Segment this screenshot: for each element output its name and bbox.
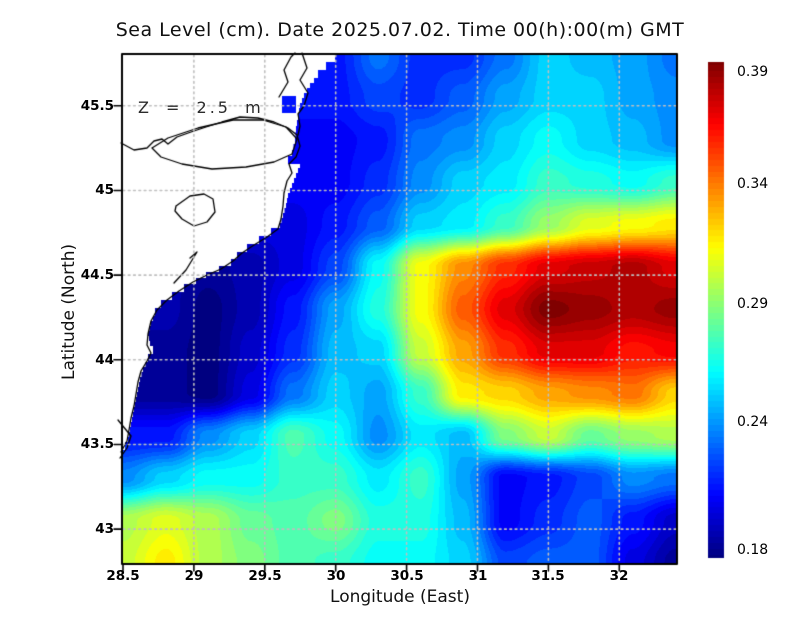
y-axis-label: Latitude (North): [59, 243, 79, 381]
y-tick-label: 43.5: [80, 436, 114, 452]
y-tick-label: 44: [95, 352, 114, 368]
colorbar-label: 0.34: [737, 176, 769, 192]
colorbar-label: 0.18: [737, 542, 769, 558]
y-tick-label: 45.5: [80, 98, 114, 114]
x-tick-label: 29.5: [248, 568, 282, 584]
chart-title: Sea Level (cm). Date 2025.07.02. Time 00…: [115, 19, 685, 41]
x-tick-label: 31: [468, 568, 488, 584]
x-tick-label: 31.5: [531, 568, 565, 584]
x-tick-label: 29: [184, 568, 204, 584]
x-tick-label: 30: [326, 568, 346, 584]
colorbar-label: 0.24: [737, 414, 769, 430]
x-tick-label: 32: [609, 568, 629, 584]
colorbar-label: 0.39: [737, 64, 769, 80]
depth-annotation: Z = 2.5 m: [138, 98, 264, 117]
x-tick-label: 28.5: [106, 568, 140, 584]
y-tick-label: 44.5: [80, 267, 114, 283]
colorbar-label: 0.29: [737, 296, 769, 312]
y-tick-label: 43: [95, 521, 114, 537]
x-tick-label: 30.5: [390, 568, 424, 584]
y-tick-label: 45: [95, 182, 114, 198]
x-axis-label: Longitude (East): [330, 587, 470, 607]
